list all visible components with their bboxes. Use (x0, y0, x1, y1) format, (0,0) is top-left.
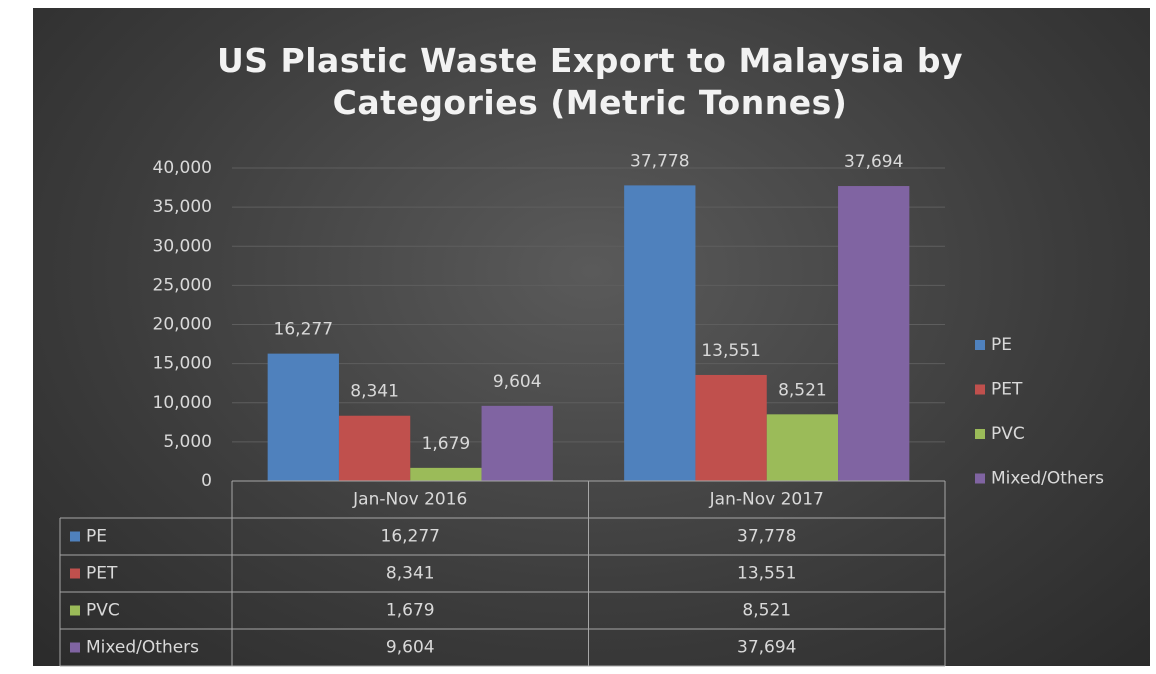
x-tick-label: Jan-Nov 2016 (352, 490, 467, 510)
legend-key (975, 340, 985, 350)
data-label: 1,679 (422, 434, 471, 454)
table-legend-key (70, 568, 80, 579)
table-cell: 13,551 (737, 564, 796, 584)
legend-key (975, 384, 985, 395)
bar (338, 415, 411, 481)
data-label: 37,778 (630, 151, 689, 171)
table-legend-key (70, 531, 80, 542)
bar (695, 374, 767, 481)
table-cell: 37,778 (737, 527, 796, 547)
data-label: 9,604 (493, 372, 542, 392)
bar (481, 405, 553, 481)
bar (838, 186, 910, 482)
legend-label: PET (991, 380, 1023, 400)
y-tick-label: 0 (201, 471, 212, 491)
y-tick-label: 15,000 (153, 354, 212, 374)
y-tick-label: 35,000 (153, 197, 212, 217)
table-cell: 1,679 (386, 601, 435, 621)
y-tick-label: 5,000 (163, 432, 212, 452)
legend-label: Mixed/Others (991, 469, 1104, 489)
data-label: 8,341 (350, 382, 399, 402)
data-label: 8,521 (778, 380, 827, 400)
bar (766, 414, 839, 481)
table-cell: 8,341 (386, 564, 435, 584)
table-legend-key (70, 642, 80, 653)
data-label: 37,694 (844, 152, 903, 172)
table-row-label: Mixed/Others (86, 638, 199, 658)
legend-label: PVC (991, 424, 1025, 444)
bar (267, 353, 339, 481)
chart-title: US Plastic Waste Export to Malaysia by C… (217, 41, 963, 122)
table-row-label: PVC (86, 601, 120, 621)
y-tick-label: 30,000 (153, 236, 212, 256)
table-legend-key (70, 605, 80, 616)
table-cell: 9,604 (386, 638, 435, 658)
table-row-label: PE (86, 527, 107, 547)
table-cell: 8,521 (742, 601, 791, 621)
legend-key (975, 473, 985, 484)
y-tick-label: 10,000 (153, 393, 212, 413)
table-cell: 16,277 (381, 527, 440, 547)
data-label: 16,277 (274, 320, 333, 340)
bar (624, 185, 696, 481)
y-tick-label: 20,000 (153, 315, 212, 335)
legend-key (975, 429, 985, 439)
data-label: 13,551 (701, 341, 760, 361)
chart-background (33, 8, 1150, 666)
bar (410, 467, 482, 481)
x-tick-label: Jan-Nov 2017 (709, 490, 824, 510)
y-tick-label: 25,000 (153, 275, 212, 295)
table-cell: 37,694 (737, 638, 796, 658)
table-row-label: PET (86, 564, 118, 584)
legend-label: PE (991, 335, 1012, 355)
y-tick-label: 40,000 (153, 158, 212, 178)
